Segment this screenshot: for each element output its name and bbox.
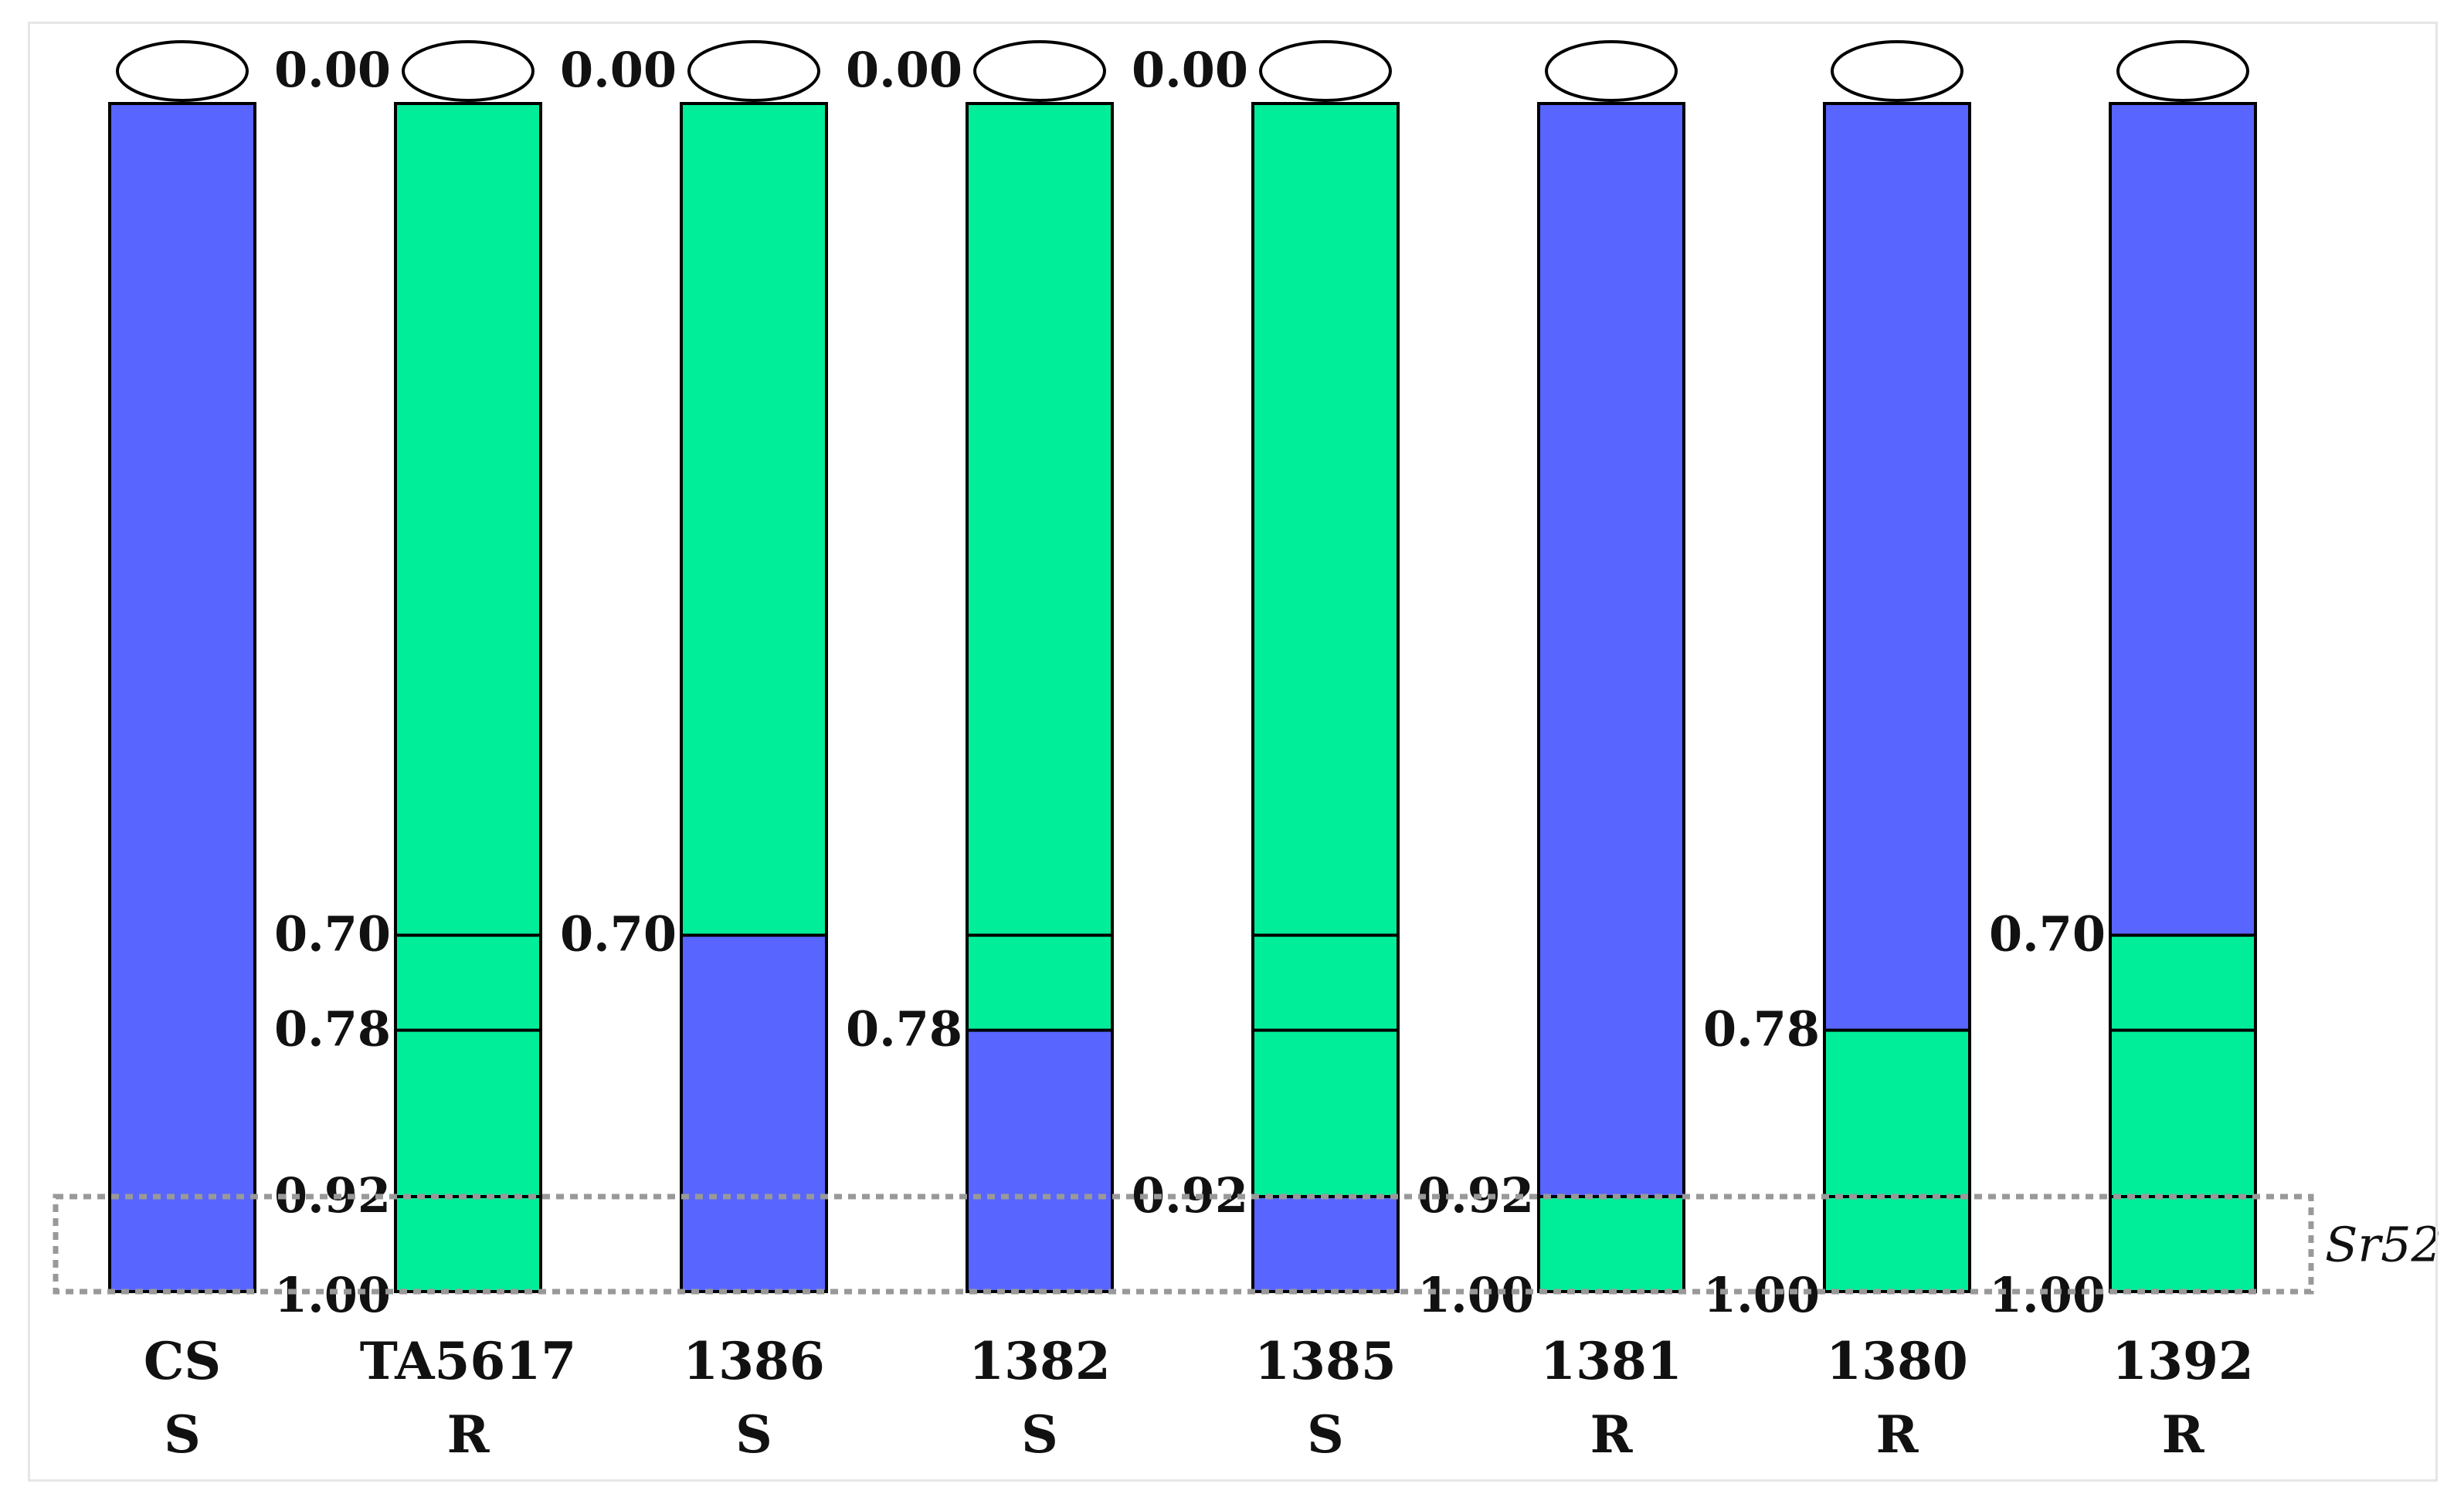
position-label: 1.00	[274, 1267, 391, 1323]
phenotype-label: R	[1590, 1404, 1634, 1465]
chromosome-cs: CS S	[108, 40, 256, 1465]
position-label: 0.00	[846, 42, 962, 98]
line-name: 1382	[969, 1331, 1111, 1391]
segment-wheat	[2110, 104, 2255, 935]
segment-alien	[1539, 1196, 1684, 1292]
phenotype-label: S	[735, 1404, 772, 1465]
chromosomes-layer: CSS0.000.700.780.921.00TA5617R0.000.7013…	[108, 40, 2257, 1465]
segment-alien	[2110, 935, 2255, 1292]
position-label: 0.78	[1703, 1001, 1820, 1058]
segment-wheat	[1824, 104, 1970, 1031]
position-label: 1.00	[1417, 1267, 1534, 1323]
line-name: 1385	[1254, 1331, 1397, 1391]
figure-frame	[28, 22, 2438, 1482]
line-name: CS	[144, 1331, 221, 1391]
segment-alien	[1824, 1030, 1970, 1292]
chromosome-outline	[1823, 102, 1971, 1293]
chromosome-1386: 0.00 0.70 1386 S	[560, 40, 828, 1465]
chromosome-outline	[394, 102, 542, 1293]
phenotype-label: S	[164, 1404, 201, 1465]
sr52-region-label: Sr52	[2325, 1216, 2442, 1272]
segment-alien	[967, 104, 1112, 1031]
line-name: 1392	[2112, 1331, 2254, 1391]
centromere-ellipse	[402, 40, 535, 102]
position-label: 0.00	[560, 42, 677, 98]
centromere-ellipse	[1259, 40, 1392, 102]
position-label: 0.70	[1989, 906, 2106, 963]
segment-wheat	[681, 935, 826, 1292]
position-label: 0.00	[274, 42, 391, 98]
sr52-region-box	[53, 1194, 2314, 1295]
centromere-ellipse	[116, 40, 249, 102]
phenotype-label: R	[447, 1404, 490, 1465]
phenotype-label: S	[1307, 1404, 1344, 1465]
segment-wheat	[967, 1030, 1112, 1292]
chromosome-1382: 0.00 0.78 1382 S	[846, 40, 1114, 1465]
segment-alien	[395, 104, 541, 1292]
phenotype-label: R	[2162, 1404, 2205, 1465]
position-label: 1.00	[1703, 1267, 1820, 1323]
segment-wheat	[1539, 104, 1684, 1197]
position-label: 0.70	[560, 906, 677, 963]
centromere-ellipse	[2116, 40, 2249, 102]
chromosome-outline	[1251, 102, 1400, 1293]
centromere-ellipse	[687, 40, 820, 102]
phenotype-label: R	[1876, 1404, 1919, 1465]
phenotype-label: S	[1021, 1404, 1058, 1465]
line-name: 1380	[1826, 1331, 1968, 1391]
centromere-ellipse	[973, 40, 1106, 102]
centromere-ellipse	[1545, 40, 1678, 102]
position-label: 0.78	[274, 1001, 391, 1058]
segment-alien	[1253, 104, 1398, 1197]
position-label: 1.00	[1989, 1267, 2106, 1323]
segment-wheat	[110, 104, 255, 1292]
line-name: 1386	[683, 1331, 825, 1391]
segment-alien	[681, 104, 826, 935]
position-label: 0.00	[1132, 42, 1248, 98]
position-label: 0.70	[274, 906, 391, 963]
line-name: 1381	[1540, 1331, 1682, 1391]
segment-wheat	[1253, 1196, 1398, 1292]
centromere-ellipse	[1831, 40, 1963, 102]
sr52-region: Sr52	[53, 1194, 2442, 1295]
line-name: TA5617	[360, 1331, 576, 1391]
position-label: 0.78	[846, 1001, 962, 1058]
